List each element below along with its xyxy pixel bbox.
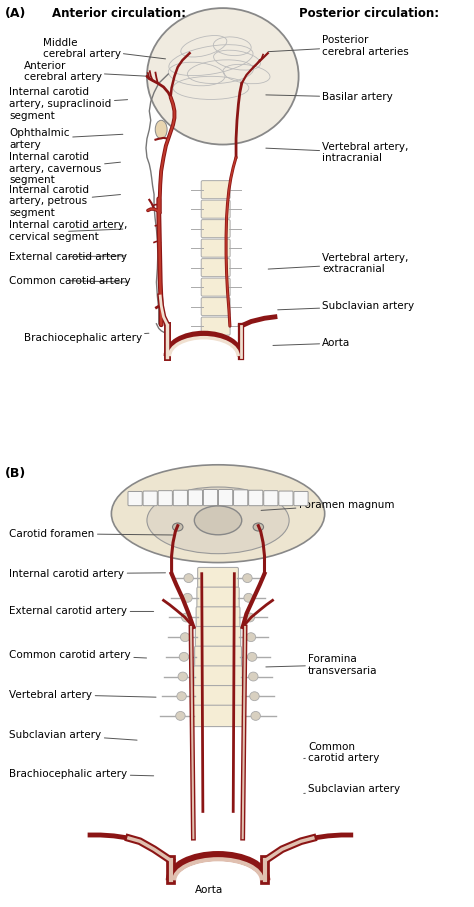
Circle shape xyxy=(177,692,186,700)
Text: Subclavian artery: Subclavian artery xyxy=(304,785,400,795)
Circle shape xyxy=(251,711,260,720)
FancyBboxPatch shape xyxy=(143,491,157,506)
Text: Internal carotid
artery, petrous
segment: Internal carotid artery, petrous segment xyxy=(9,185,120,218)
FancyBboxPatch shape xyxy=(193,686,243,707)
FancyBboxPatch shape xyxy=(197,587,239,609)
FancyBboxPatch shape xyxy=(249,491,263,506)
Text: External carotid artery: External carotid artery xyxy=(9,252,128,262)
Circle shape xyxy=(246,633,255,641)
Text: Internal carotid
artery, supraclinoid
segment: Internal carotid artery, supraclinoid se… xyxy=(9,87,128,121)
Circle shape xyxy=(176,711,185,720)
Circle shape xyxy=(179,652,189,661)
Ellipse shape xyxy=(111,464,325,562)
Circle shape xyxy=(178,672,188,681)
Text: Common
carotid artery: Common carotid artery xyxy=(304,742,380,763)
Circle shape xyxy=(250,692,259,700)
Text: Middle
cerebral artery: Middle cerebral artery xyxy=(43,38,165,59)
Text: Subclavian artery: Subclavian artery xyxy=(278,301,414,311)
FancyBboxPatch shape xyxy=(201,278,230,297)
Text: Carotid foramen: Carotid foramen xyxy=(9,529,173,539)
FancyBboxPatch shape xyxy=(201,297,230,316)
Text: Vertebral artery: Vertebral artery xyxy=(9,689,156,699)
Ellipse shape xyxy=(173,523,183,531)
FancyBboxPatch shape xyxy=(201,258,230,277)
Text: Aorta: Aorta xyxy=(194,885,223,895)
Text: Foramina
transversaria: Foramina transversaria xyxy=(266,654,378,676)
Text: Common carotid artery: Common carotid artery xyxy=(9,276,131,286)
Ellipse shape xyxy=(147,487,289,553)
FancyBboxPatch shape xyxy=(195,646,241,668)
Text: Posterior circulation:: Posterior circulation: xyxy=(299,7,439,20)
FancyBboxPatch shape xyxy=(194,666,242,688)
FancyBboxPatch shape xyxy=(158,491,173,506)
Text: Brachiocephalic artery: Brachiocephalic artery xyxy=(9,768,154,779)
Text: Posterior
cerebral arteries: Posterior cerebral arteries xyxy=(268,35,409,57)
Text: Anterior circulation:: Anterior circulation: xyxy=(52,7,186,20)
FancyBboxPatch shape xyxy=(203,490,218,506)
Text: Ophthalmic
artery: Ophthalmic artery xyxy=(9,128,123,150)
Text: (B): (B) xyxy=(5,467,26,480)
FancyBboxPatch shape xyxy=(201,219,230,238)
FancyBboxPatch shape xyxy=(198,568,238,589)
Text: Vertebral artery,
intracranial: Vertebral artery, intracranial xyxy=(266,141,409,163)
FancyBboxPatch shape xyxy=(201,317,230,335)
Text: Basilar artery: Basilar artery xyxy=(266,93,393,102)
Circle shape xyxy=(181,633,190,641)
Text: Brachiocephalic artery: Brachiocephalic artery xyxy=(24,333,149,343)
Ellipse shape xyxy=(147,8,299,144)
FancyBboxPatch shape xyxy=(294,492,308,506)
Text: Subclavian artery: Subclavian artery xyxy=(9,729,137,740)
FancyBboxPatch shape xyxy=(195,627,241,648)
Circle shape xyxy=(243,574,252,582)
Circle shape xyxy=(248,672,258,681)
Circle shape xyxy=(244,593,253,602)
Circle shape xyxy=(247,652,257,661)
Circle shape xyxy=(183,593,192,602)
FancyBboxPatch shape xyxy=(264,491,278,506)
FancyBboxPatch shape xyxy=(188,490,202,506)
FancyBboxPatch shape xyxy=(201,200,230,219)
FancyBboxPatch shape xyxy=(234,490,248,506)
Text: Aorta: Aorta xyxy=(273,338,351,348)
Ellipse shape xyxy=(194,506,242,535)
Text: Anterior
cerebral artery: Anterior cerebral artery xyxy=(24,61,146,83)
FancyBboxPatch shape xyxy=(201,180,230,199)
FancyBboxPatch shape xyxy=(201,239,230,258)
Text: Internal carotid artery: Internal carotid artery xyxy=(9,569,165,579)
FancyBboxPatch shape xyxy=(196,607,240,629)
Circle shape xyxy=(182,613,191,622)
Circle shape xyxy=(245,613,255,622)
FancyBboxPatch shape xyxy=(173,491,187,506)
FancyBboxPatch shape xyxy=(192,706,244,727)
FancyBboxPatch shape xyxy=(219,490,233,506)
Ellipse shape xyxy=(253,523,264,531)
Text: (A): (A) xyxy=(5,7,26,20)
Ellipse shape xyxy=(155,121,167,139)
Text: Internal carotid artery,
cervical segment: Internal carotid artery, cervical segmen… xyxy=(9,220,128,242)
Text: External carotid artery: External carotid artery xyxy=(9,607,154,617)
Text: Common carotid artery: Common carotid artery xyxy=(9,649,146,659)
Circle shape xyxy=(184,574,193,582)
Text: Internal carotid
artery, cavernous
segment: Internal carotid artery, cavernous segme… xyxy=(9,152,120,185)
FancyBboxPatch shape xyxy=(279,491,293,506)
FancyBboxPatch shape xyxy=(128,492,142,506)
Text: Vertebral artery,
extracranial: Vertebral artery, extracranial xyxy=(268,253,409,275)
Text: Foramen magnum: Foramen magnum xyxy=(261,500,394,511)
